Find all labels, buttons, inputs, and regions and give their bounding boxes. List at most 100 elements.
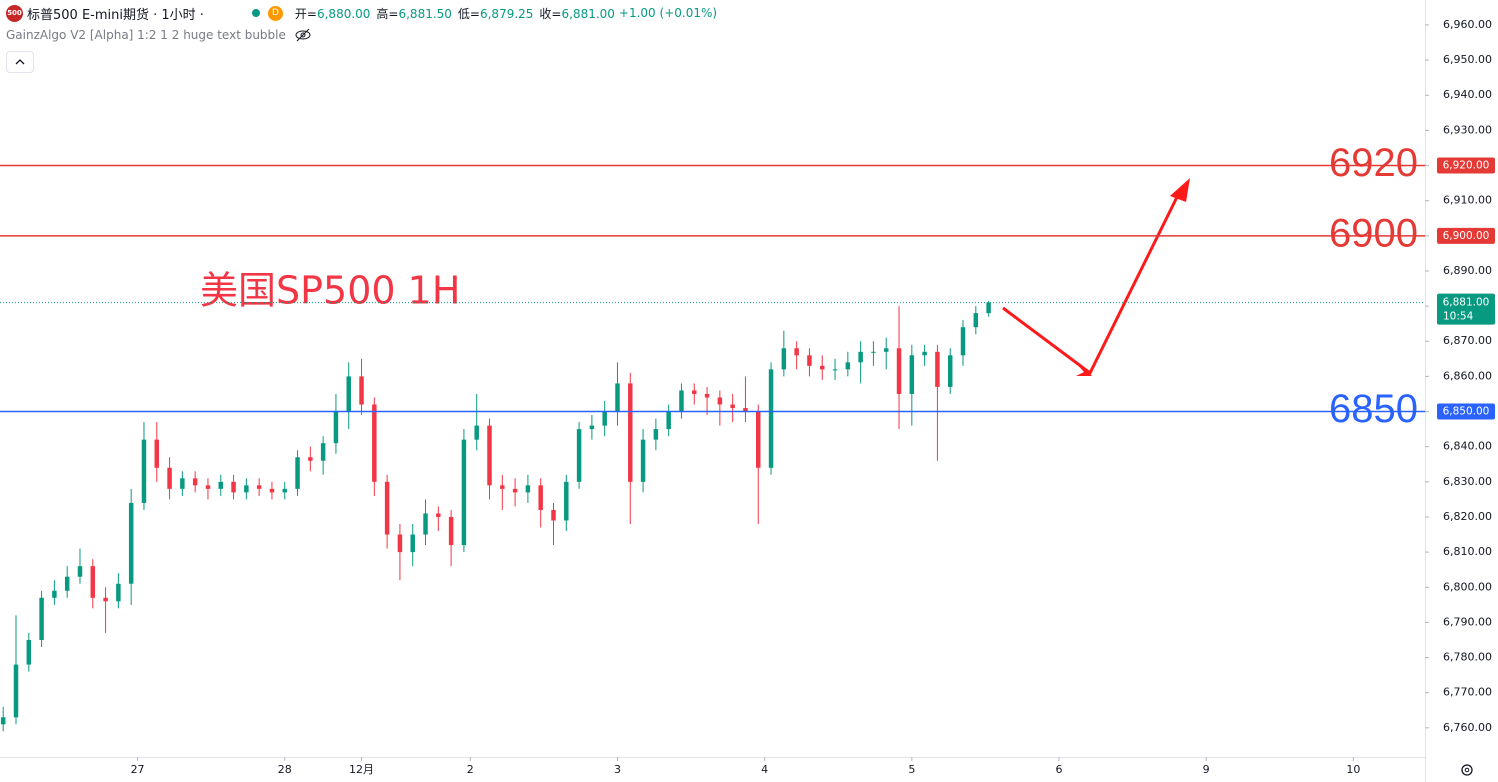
candle-body (845, 362, 851, 370)
last-price-label: 6,881.00 (1443, 297, 1490, 309)
change: +1.00 (+0.01%) (618, 6, 718, 20)
level-badge (1437, 157, 1495, 174)
candle-body (410, 534, 415, 553)
y-tick-label: 6,910.00 (1443, 194, 1492, 207)
ohlc-label: 开= (294, 6, 317, 21)
candle-body (320, 443, 326, 461)
candle-body (282, 488, 287, 493)
candle-body (346, 376, 351, 412)
ohlc-label: 低= (457, 6, 480, 21)
candle-body (167, 467, 172, 489)
level-badge-label: 6,850.00 (1443, 406, 1490, 418)
y-tick-label: 6,790.00 (1443, 615, 1492, 628)
level-badge (1437, 227, 1495, 244)
y-tick-label: 6,840.00 (1443, 440, 1492, 453)
candle-body (448, 516, 454, 546)
y-tick-label: 6,890.00 (1443, 264, 1492, 277)
candle-body (768, 369, 774, 468)
last-price-badge (1437, 293, 1495, 325)
ohlc-value: 6,881.50 (398, 6, 452, 21)
candle-body (116, 583, 121, 602)
candle-body (26, 639, 32, 665)
ohlc-item: 低=6,879.25 (458, 5, 534, 22)
collapse-button[interactable] (6, 51, 34, 73)
symbol-row: 500 标普500 E-mini期货 · 1小时 · D 开=6,880.00 高… (6, 4, 718, 23)
x-tick-label: 2 (467, 763, 474, 776)
candle-body (615, 383, 620, 412)
countdown: 10:54 (1443, 311, 1474, 323)
level-label: 6850 (1329, 387, 1418, 431)
ohlc-item: 收=6,881.00 (539, 5, 615, 22)
ohlc-label: 收= (539, 6, 562, 21)
candle-body (960, 327, 966, 356)
candle-body (564, 481, 569, 521)
candle-body (628, 383, 633, 482)
candle-body (308, 457, 313, 461)
candle-body (986, 302, 991, 314)
indicator-row: GainzAlgo V2 [Alpha] 1:2 1 2 huge text b… (6, 28, 312, 42)
candle-body (666, 411, 671, 430)
candle-body (154, 439, 160, 468)
candle-body (525, 485, 531, 493)
level-badge-label: 6,920.00 (1443, 160, 1490, 172)
y-tick-label: 6,780.00 (1443, 651, 1492, 664)
candle-body (180, 478, 185, 489)
candle-body (909, 355, 915, 394)
x-tick-label: 3 (614, 763, 621, 776)
candle-body (717, 397, 723, 405)
candle-body (819, 365, 825, 370)
candle-body (141, 439, 147, 503)
status-dot (251, 9, 260, 17)
candle-body (384, 481, 390, 535)
y-tick-label: 6,820.00 (1443, 510, 1492, 523)
level-label: 6900 (1329, 211, 1418, 255)
candle-body (77, 566, 83, 577)
candle-body (883, 348, 889, 352)
symbol-logo: 500 (6, 4, 23, 22)
candle-body (397, 534, 403, 553)
indicator-name[interactable]: GainzAlgo V2 [Alpha] 1:2 1 2 huge text b… (6, 28, 286, 42)
x-tick-label: 9 (1203, 763, 1210, 776)
hide-icon[interactable] (294, 28, 312, 42)
level-badge (1437, 403, 1495, 420)
candle-body (269, 488, 275, 493)
candle-body (602, 411, 607, 426)
candle-body (807, 355, 812, 366)
candle-body (858, 351, 863, 363)
candle-body (0, 717, 6, 725)
candle-body (218, 481, 223, 489)
candle-body (39, 597, 44, 640)
level-badge-label: 6,900.00 (1443, 230, 1490, 242)
plot-area (0, 300, 991, 732)
x-tick-label: 4 (761, 763, 768, 776)
candle-body (679, 390, 684, 412)
candle-body (589, 425, 595, 430)
y-tick-label: 6,770.00 (1443, 686, 1492, 699)
candle-body (730, 404, 735, 409)
candle-body (13, 664, 19, 718)
candle-body (244, 485, 249, 493)
symbol-title[interactable]: 标普500 E-mini期货 · 1小时 · (27, 7, 204, 23)
ohlc-label: 高= (376, 6, 399, 21)
candle-body (871, 351, 876, 353)
candle-body (704, 393, 710, 398)
forecast-arrow (1002, 194, 1180, 376)
candle-body (436, 513, 441, 517)
candle-body (832, 369, 838, 371)
candle-body (128, 502, 134, 584)
y-tick-label: 6,870.00 (1443, 334, 1492, 347)
candle-body (538, 485, 543, 510)
ohlc-item: 开=6,880.00 (295, 5, 371, 22)
level-label: 6920 (1329, 141, 1418, 185)
ohlc: 开=6,880.00 高=6,881.50 低=6,879.25 收=6,881.00 (295, 5, 615, 22)
candle-body (103, 597, 108, 602)
candle-body (512, 488, 518, 493)
x-tick-label: 10 (1346, 763, 1360, 776)
candle-body (947, 355, 953, 387)
settings-icon[interactable] (1461, 764, 1473, 776)
candle-body (551, 509, 556, 521)
y-tick-label: 6,930.00 (1443, 123, 1492, 136)
candle-body (205, 485, 211, 489)
